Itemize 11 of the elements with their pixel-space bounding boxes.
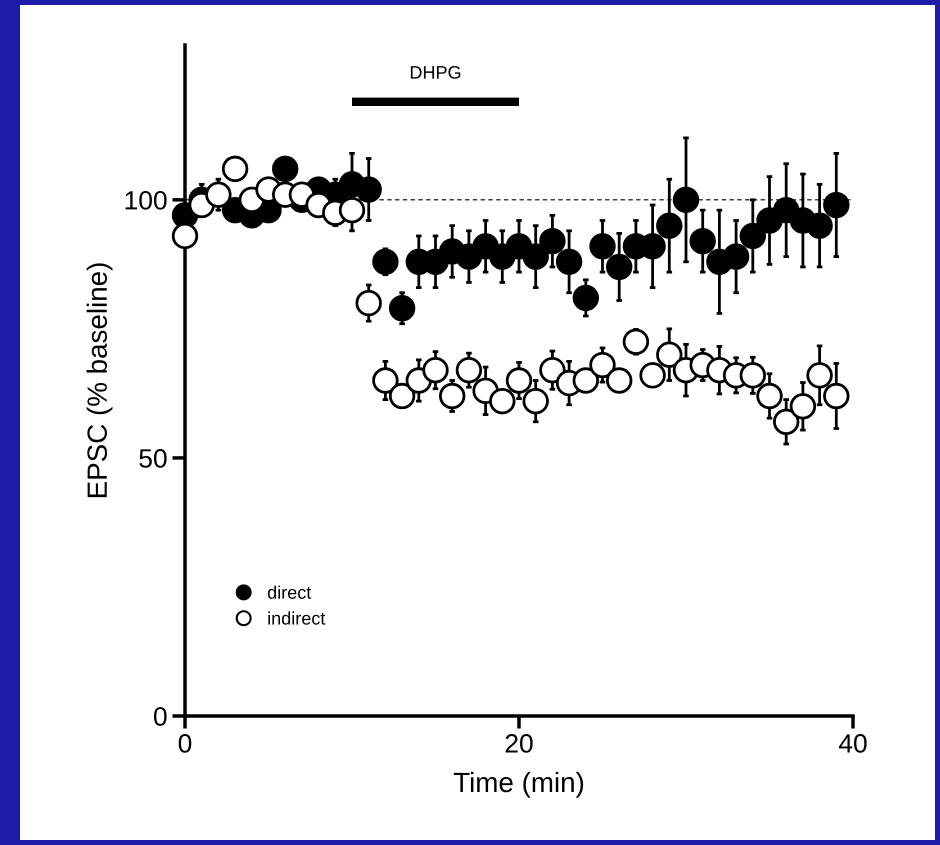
x-tick-label: 20 bbox=[506, 734, 533, 753]
y-tick-label: 100 bbox=[126, 190, 167, 210]
x-tick-label: 0 bbox=[178, 734, 192, 753]
y-tick-label: 50 bbox=[139, 449, 167, 468]
x-tick-label: 40 bbox=[838, 734, 867, 753]
legend-label: direct bbox=[268, 586, 312, 599]
annotation: DHPG bbox=[410, 66, 460, 79]
y-tick-label: 0 bbox=[154, 707, 167, 726]
legend-label: indirect bbox=[268, 611, 326, 625]
x-axis-title: Time (min) bbox=[454, 772, 584, 798]
y-axis-title: EPSC (% baseline) bbox=[86, 263, 112, 498]
